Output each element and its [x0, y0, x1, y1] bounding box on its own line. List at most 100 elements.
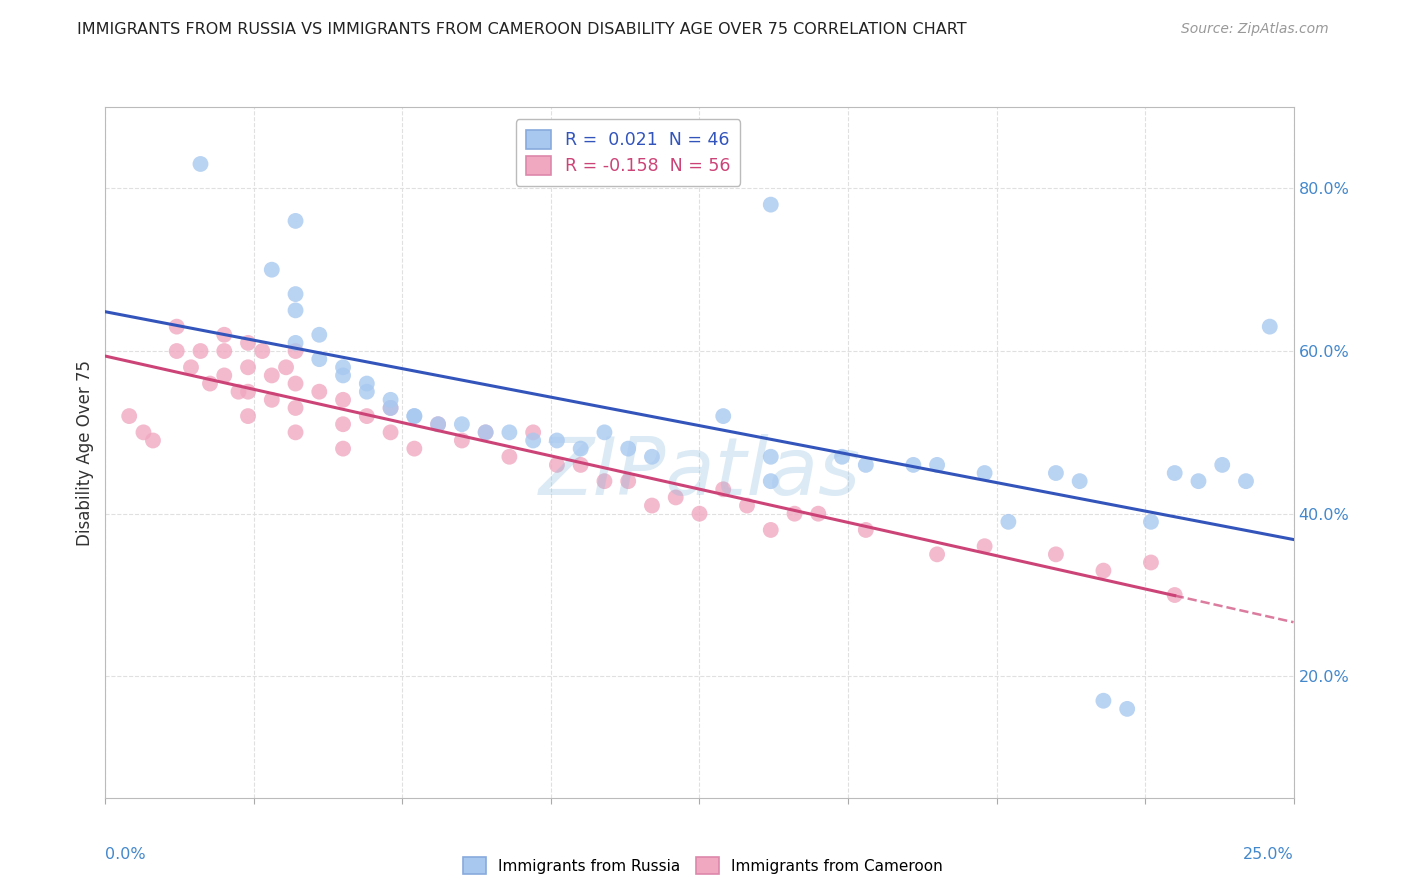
Point	[260, 392, 283, 407]
Point	[356, 376, 378, 391]
Point	[404, 409, 426, 423]
Point	[356, 409, 378, 423]
Point	[118, 409, 141, 423]
Point	[284, 425, 307, 440]
Point	[190, 157, 212, 171]
Point	[546, 434, 568, 448]
Point	[214, 368, 236, 383]
Point	[1164, 466, 1187, 480]
Point	[284, 401, 307, 415]
Point	[617, 442, 640, 456]
Point	[522, 434, 544, 448]
Point	[427, 417, 450, 432]
Text: Source: ZipAtlas.com: Source: ZipAtlas.com	[1181, 22, 1329, 37]
Point	[166, 344, 188, 359]
Point	[617, 474, 640, 488]
Point	[735, 499, 758, 513]
Point	[1234, 474, 1257, 488]
Point	[427, 417, 450, 432]
Point	[1069, 474, 1091, 488]
Point	[665, 491, 688, 505]
Point	[711, 409, 734, 423]
Point	[274, 360, 297, 375]
Point	[1116, 702, 1139, 716]
Point	[380, 392, 402, 407]
Point	[236, 384, 259, 399]
Point	[498, 425, 520, 440]
Point	[831, 450, 853, 464]
Point	[925, 547, 948, 561]
Point	[1045, 547, 1067, 561]
Point	[380, 425, 402, 440]
Point	[214, 327, 236, 342]
Point	[166, 319, 188, 334]
Point	[1092, 694, 1115, 708]
Point	[380, 401, 402, 415]
Point	[236, 360, 259, 375]
Point	[236, 409, 259, 423]
Point	[404, 409, 426, 423]
Point	[522, 425, 544, 440]
Legend: Immigrants from Russia, Immigrants from Cameroon: Immigrants from Russia, Immigrants from …	[457, 851, 949, 880]
Point	[332, 417, 354, 432]
Point	[284, 303, 307, 318]
Point	[973, 466, 995, 480]
Point	[546, 458, 568, 472]
Point	[284, 214, 307, 228]
Point	[855, 523, 877, 537]
Point	[973, 539, 995, 553]
Point	[332, 360, 354, 375]
Point	[593, 474, 616, 488]
Point	[641, 499, 664, 513]
Point	[260, 368, 283, 383]
Point	[1092, 564, 1115, 578]
Point	[925, 458, 948, 472]
Point	[1140, 515, 1163, 529]
Point	[593, 425, 616, 440]
Point	[308, 352, 330, 367]
Point	[569, 442, 592, 456]
Point	[380, 401, 402, 415]
Point	[641, 450, 664, 464]
Point	[855, 458, 877, 472]
Point	[450, 434, 472, 448]
Text: 25.0%: 25.0%	[1243, 847, 1294, 862]
Point	[759, 474, 782, 488]
Point	[689, 507, 711, 521]
Point	[142, 434, 165, 448]
Point	[1045, 466, 1067, 480]
Point	[1140, 556, 1163, 570]
Point	[759, 197, 782, 211]
Point	[228, 384, 250, 399]
Point	[474, 425, 496, 440]
Point	[260, 262, 283, 277]
Point	[711, 483, 734, 497]
Point	[404, 442, 426, 456]
Point	[1164, 588, 1187, 602]
Point	[252, 344, 274, 359]
Point	[498, 450, 520, 464]
Point	[1211, 458, 1233, 472]
Point	[1258, 319, 1281, 334]
Point	[332, 392, 354, 407]
Point	[236, 335, 259, 350]
Point	[569, 458, 592, 472]
Point	[214, 344, 236, 359]
Point	[180, 360, 202, 375]
Point	[198, 376, 221, 391]
Point	[474, 425, 496, 440]
Text: 0.0%: 0.0%	[105, 847, 146, 862]
Point	[132, 425, 155, 440]
Point	[1187, 474, 1209, 488]
Point	[807, 507, 830, 521]
Point	[997, 515, 1019, 529]
Point	[190, 344, 212, 359]
Point	[332, 368, 354, 383]
Point	[903, 458, 925, 472]
Point	[332, 442, 354, 456]
Point	[284, 335, 307, 350]
Y-axis label: Disability Age Over 75: Disability Age Over 75	[76, 359, 94, 546]
Point	[284, 344, 307, 359]
Point	[759, 450, 782, 464]
Point	[308, 327, 330, 342]
